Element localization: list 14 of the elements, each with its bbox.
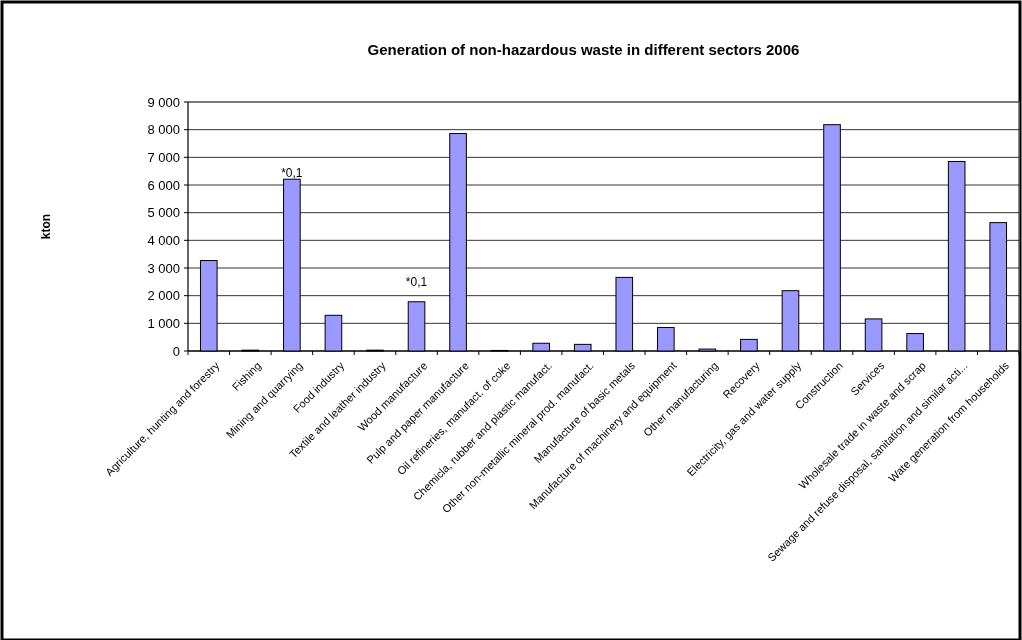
y-tick-label: 9 000	[147, 94, 180, 110]
annotation: *0,1	[281, 165, 303, 180]
y-tick-label: 2 000	[147, 288, 180, 304]
y-tick-label: 8 000	[147, 122, 180, 138]
y-tick-label: 0	[172, 343, 180, 359]
y-tick-label: 6 000	[147, 177, 180, 193]
y-axis-title: kton	[39, 213, 53, 240]
y-tick-label: 5 000	[147, 205, 180, 221]
y-tick-label: 3 000	[147, 260, 180, 276]
y-tick-label: 7 000	[147, 149, 180, 165]
y-tick-label: 1 000	[147, 315, 180, 331]
annotation: *0,1	[405, 275, 428, 290]
chart-title: Generation of non-hazardous waste in different sectors 2006	[367, 41, 800, 58]
y-tick-label: 4 000	[147, 232, 180, 248]
